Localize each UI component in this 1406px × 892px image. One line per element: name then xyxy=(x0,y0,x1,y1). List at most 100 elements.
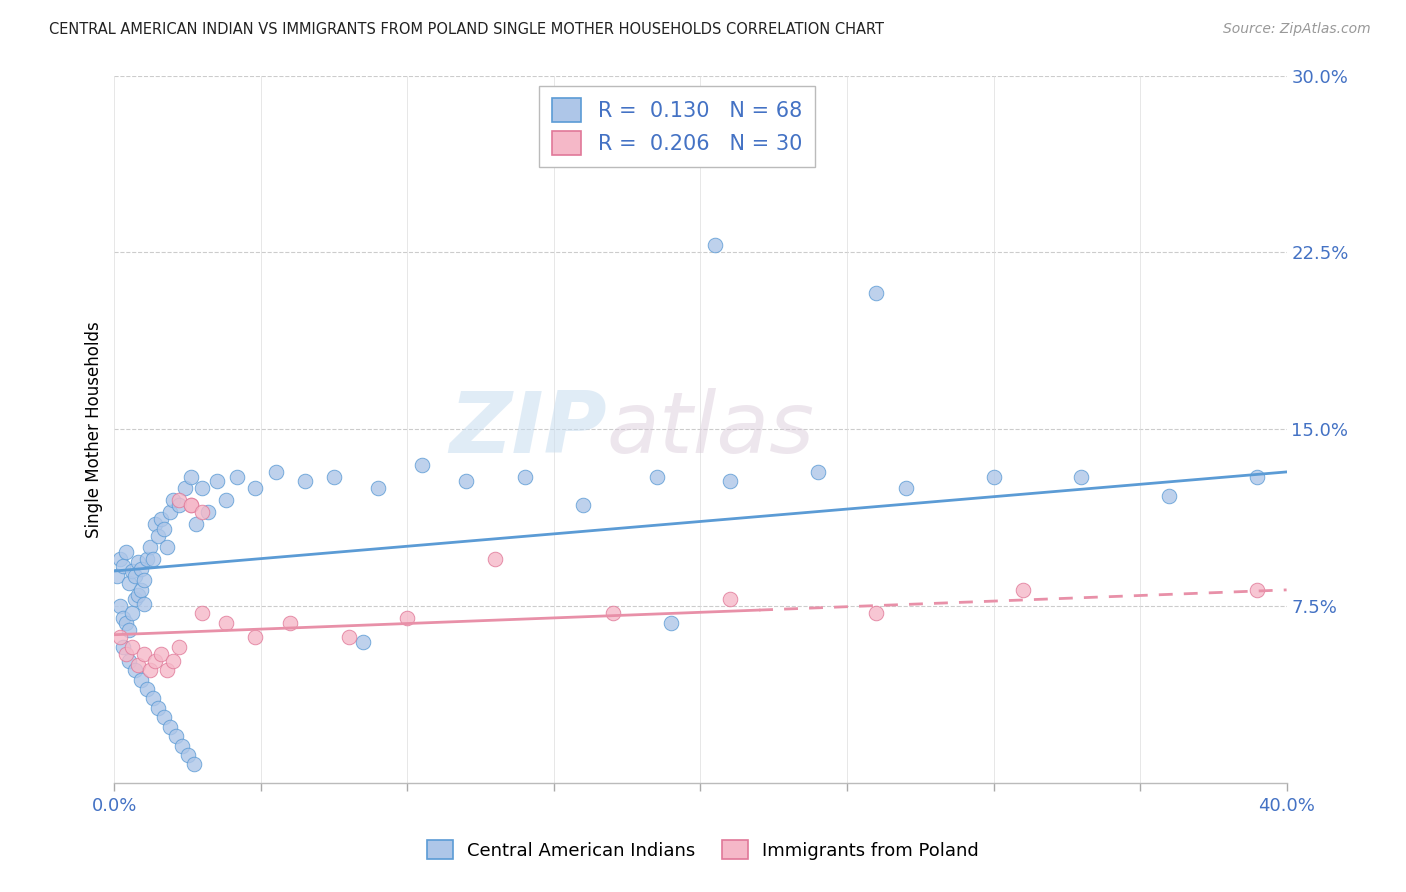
Point xyxy=(323,469,346,483)
Point xyxy=(112,640,135,654)
Point xyxy=(197,505,219,519)
Point xyxy=(983,469,1005,483)
Point xyxy=(129,582,152,597)
Point xyxy=(183,757,205,772)
Point xyxy=(659,615,682,630)
Point xyxy=(454,475,477,489)
Point xyxy=(145,516,167,531)
Point xyxy=(141,691,163,706)
Point xyxy=(138,663,160,677)
Point xyxy=(1246,469,1268,483)
Point xyxy=(264,465,287,479)
Point xyxy=(167,498,190,512)
Point xyxy=(112,611,135,625)
Point xyxy=(243,482,266,496)
Point xyxy=(118,623,141,637)
Point xyxy=(1159,489,1181,503)
Point xyxy=(159,505,181,519)
Point xyxy=(294,475,316,489)
Point xyxy=(124,663,146,677)
Point xyxy=(484,552,506,566)
Point xyxy=(138,541,160,555)
Point xyxy=(127,555,149,569)
Point xyxy=(243,630,266,644)
Point xyxy=(156,663,179,677)
Point xyxy=(337,630,360,644)
Point xyxy=(150,512,173,526)
Point xyxy=(121,564,143,578)
Point xyxy=(180,498,202,512)
Point xyxy=(572,498,595,512)
Point xyxy=(215,615,238,630)
Point xyxy=(513,469,536,483)
Point xyxy=(118,654,141,668)
Point xyxy=(115,647,138,661)
Point xyxy=(121,640,143,654)
Point xyxy=(718,475,741,489)
Point xyxy=(129,673,152,687)
Point xyxy=(118,575,141,590)
Point xyxy=(167,640,190,654)
Point xyxy=(396,611,419,625)
Point xyxy=(148,701,170,715)
Y-axis label: Single Mother Households: Single Mother Households xyxy=(86,321,103,538)
Point xyxy=(191,505,214,519)
Point xyxy=(124,592,146,607)
Point xyxy=(173,482,195,496)
Point xyxy=(150,647,173,661)
Point xyxy=(180,469,202,483)
Point xyxy=(167,493,190,508)
Point xyxy=(186,516,208,531)
Point xyxy=(162,493,184,508)
Point xyxy=(145,654,167,668)
Legend: R =  0.130   N = 68, R =  0.206   N = 30: R = 0.130 N = 68, R = 0.206 N = 30 xyxy=(540,86,814,168)
Point xyxy=(162,654,184,668)
Point xyxy=(112,559,135,574)
Point xyxy=(121,607,143,621)
Point xyxy=(1246,582,1268,597)
Point xyxy=(132,574,155,588)
Point xyxy=(1070,469,1092,483)
Point xyxy=(115,615,138,630)
Point xyxy=(105,568,128,582)
Point xyxy=(602,607,624,621)
Point xyxy=(170,739,193,753)
Point xyxy=(278,615,301,630)
Point xyxy=(191,482,214,496)
Point xyxy=(110,599,132,614)
Point xyxy=(865,607,887,621)
Point xyxy=(807,465,830,479)
Point xyxy=(153,522,176,536)
Point xyxy=(127,588,149,602)
Point xyxy=(1011,582,1033,597)
Point xyxy=(132,647,155,661)
Point xyxy=(135,681,157,696)
Text: Source: ZipAtlas.com: Source: ZipAtlas.com xyxy=(1223,22,1371,37)
Point xyxy=(129,562,152,576)
Point xyxy=(110,630,132,644)
Text: atlas: atlas xyxy=(607,388,814,471)
Point xyxy=(704,238,727,252)
Point xyxy=(127,658,149,673)
Point xyxy=(645,469,668,483)
Point xyxy=(156,541,179,555)
Point xyxy=(557,103,579,118)
Point xyxy=(865,285,887,300)
Point xyxy=(135,552,157,566)
Text: ZIP: ZIP xyxy=(449,388,607,471)
Legend: Central American Indians, Immigrants from Poland: Central American Indians, Immigrants fro… xyxy=(420,833,986,867)
Point xyxy=(124,568,146,582)
Point xyxy=(191,607,214,621)
Point xyxy=(718,592,741,607)
Point xyxy=(180,498,202,512)
Point xyxy=(367,482,389,496)
Point xyxy=(353,635,375,649)
Point xyxy=(148,528,170,542)
Point xyxy=(226,469,249,483)
Point xyxy=(115,545,138,559)
Point xyxy=(165,729,187,743)
Point xyxy=(153,710,176,724)
Point xyxy=(159,720,181,734)
Point xyxy=(411,458,433,472)
Point xyxy=(141,552,163,566)
